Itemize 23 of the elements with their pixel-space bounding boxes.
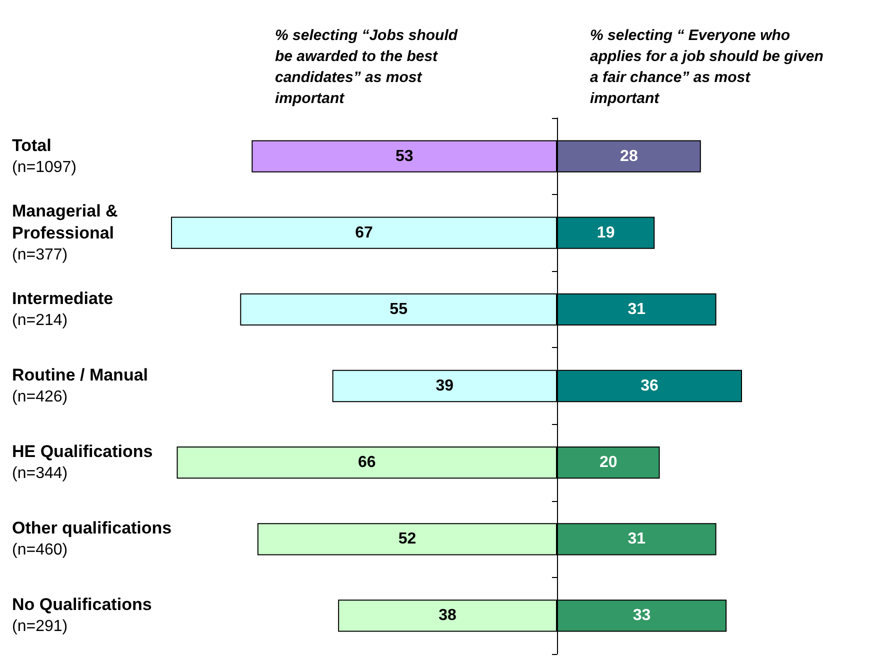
data-label: 67 bbox=[355, 224, 373, 242]
chart-title: % selecting “Jobs should be awarded to the best candidates” as most important bbox=[275, 27, 462, 107]
data-label: 20 bbox=[599, 454, 618, 472]
data-label: 53 bbox=[395, 148, 414, 165]
y-tick-label: Total (n=1097) bbox=[12, 136, 76, 176]
y-tick-label: HE Qualifications (n=344) bbox=[12, 442, 153, 482]
data-label: 66 bbox=[358, 454, 376, 472]
y-tick-label: Routine / Manual (n=426) bbox=[12, 366, 148, 406]
y-tick-label: Other qualifications (n=460) bbox=[12, 518, 172, 559]
y-tick-label: No Qualifications (n=291) bbox=[12, 595, 152, 636]
data-label: 31 bbox=[628, 530, 646, 548]
data-label: 31 bbox=[628, 300, 646, 318]
data-label: 36 bbox=[640, 378, 658, 394]
y-tick-label: Intermediate (n=214) bbox=[12, 288, 114, 329]
data-label: 28 bbox=[620, 148, 638, 165]
data-label: 19 bbox=[596, 224, 615, 242]
data-label: 33 bbox=[632, 607, 651, 624]
data-label: 52 bbox=[398, 530, 416, 548]
data-label: 55 bbox=[390, 300, 408, 318]
data-label: 38 bbox=[438, 607, 457, 624]
data-label: 39 bbox=[436, 378, 454, 394]
chart-title: % selecting “ Everyone who applies for a job should be given a fair chance” as most important bbox=[590, 27, 828, 107]
y-tick-label: Managerial & Professional (n=377) bbox=[12, 201, 118, 264]
